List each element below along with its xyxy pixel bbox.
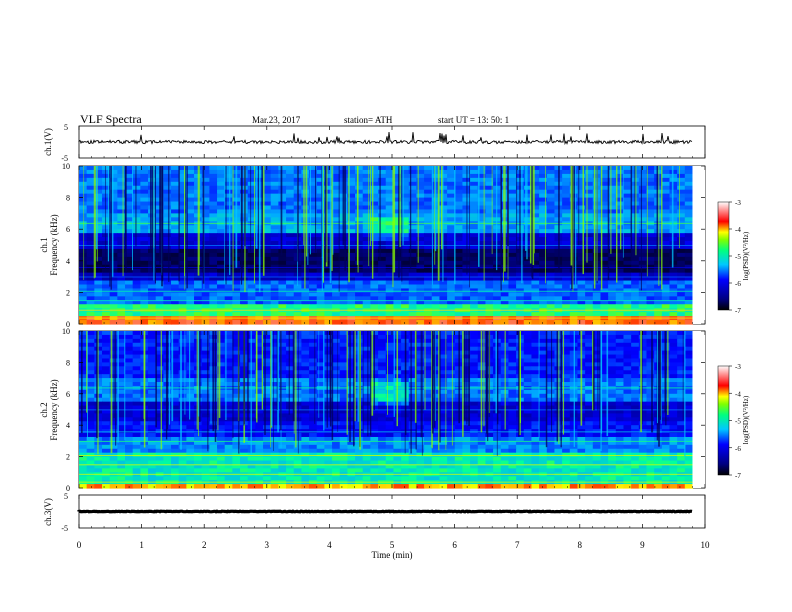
ch2-spec-ytick-label: 10	[62, 327, 70, 336]
x-tick-label: 2	[202, 540, 207, 550]
ch1-colorbar-label: log(PSD)(V²/Hz)	[742, 231, 750, 280]
date-label: Mar.23, 2017	[252, 115, 301, 125]
x-tick-label: 9	[640, 540, 645, 550]
ch1-colorbar: log(PSD)(V²/Hz)	[717, 201, 750, 311]
ch2-colorbar-bar	[717, 365, 730, 476]
ch1-waveform-panel: 5 -5 ch.1(V)	[43, 123, 706, 163]
colorbar-tick-label: -5	[735, 253, 741, 261]
ch1-spec-ytick-label: 8	[66, 194, 70, 203]
ch2-spec-ytick-label: 4	[66, 421, 70, 430]
ch1-wave-ytick-top: 5	[64, 123, 68, 132]
ch2-spec-ytick-label: 2	[66, 453, 70, 462]
ch3-wave-ytick-top: 5	[64, 492, 68, 501]
x-tick-label: 7	[515, 540, 520, 550]
x-tick-label: 5	[390, 540, 395, 550]
ch2-spec-ylabel: Frequency (kHz)	[49, 379, 59, 440]
ch2-spec-ytick-label: 6	[66, 390, 70, 399]
x-tick-label: 6	[452, 540, 457, 550]
colorbar-tick-label: -6	[735, 445, 741, 453]
ch1-spectrogram-image	[79, 166, 705, 325]
ch1-spec-ylabel-channel: ch.1	[39, 237, 49, 252]
ch3-waveform-trace	[77, 509, 693, 514]
colorbar-tick-label: -3	[735, 363, 741, 371]
x-axis-label: Time (min)	[372, 550, 413, 560]
ch2-spec-ytick-label: 8	[66, 358, 70, 367]
start-time-label: start UT = 13: 50: 1	[438, 115, 509, 125]
ch1-wave-ylabel: ch.1(V)	[43, 128, 53, 156]
colorbar-tick-label: -5	[735, 418, 741, 426]
x-tick-label: 8	[578, 540, 583, 550]
x-tick-label: 3	[265, 540, 270, 550]
x-tick-label: 0	[77, 540, 82, 550]
ch1-waveform-trace	[78, 132, 693, 146]
ch1-colorbar-bar	[717, 201, 730, 311]
colorbar-tick-label: -4	[735, 390, 741, 398]
colorbar-tick-label: -7	[735, 472, 741, 480]
ch2-spec-ytick-label: 0	[66, 484, 70, 493]
ch2-spectrogram-image	[79, 331, 705, 489]
ch2-spec-ylabel-channel: ch.2	[39, 402, 49, 417]
x-tick-label: 1	[139, 540, 144, 550]
ch3-wave-ylabel: ch.3(V)	[43, 498, 53, 526]
ch1-spec-ytick-label: 10	[62, 162, 70, 171]
ch1-spec-ytick-label: 4	[66, 257, 70, 266]
colorbar-tick-label: -6	[735, 280, 741, 288]
ch1-spec-ylabel: Frequency (kHz)	[49, 214, 59, 275]
colorbar-tick-label: -7	[735, 307, 741, 315]
station-label: station= ATH	[344, 115, 393, 125]
ch2-colorbar: log(PSD)(V²/Hz)	[717, 365, 750, 476]
ch1-wave-ytick-bottom: -5	[61, 154, 68, 163]
ch2-spectrogram-panel: 0 2 4 6 8 10 ch.2 Frequency (kHz) log(PSD)(V²…	[39, 327, 750, 493]
colorbar-tick-label: -4	[735, 226, 741, 234]
ch3-wave-ytick-bottom: -5	[61, 524, 68, 533]
ch1-spec-ytick-label: 2	[66, 288, 70, 297]
ch1-spectrogram-panel: 0 2 4 6 8 10 ch.1 Frequency (kHz) log(PSD)(V²…	[39, 162, 750, 329]
x-tick-label: 10	[701, 540, 711, 550]
ch1-spec-ytick-label: 6	[66, 225, 70, 234]
colorbar-tick-label: -3	[735, 199, 741, 207]
ch1-spec-ytick-label: 0	[66, 320, 70, 329]
x-tick-label: 4	[327, 540, 332, 550]
figure-title: VLF Spectra	[80, 112, 142, 126]
ch2-colorbar-label: log(PSD)(V²/Hz)	[742, 395, 750, 444]
ch3-waveform-panel: 5 -5 ch.3(V) 0 1 2 3 4 5 6 7 8 9 10 Time (min)	[43, 492, 710, 560]
